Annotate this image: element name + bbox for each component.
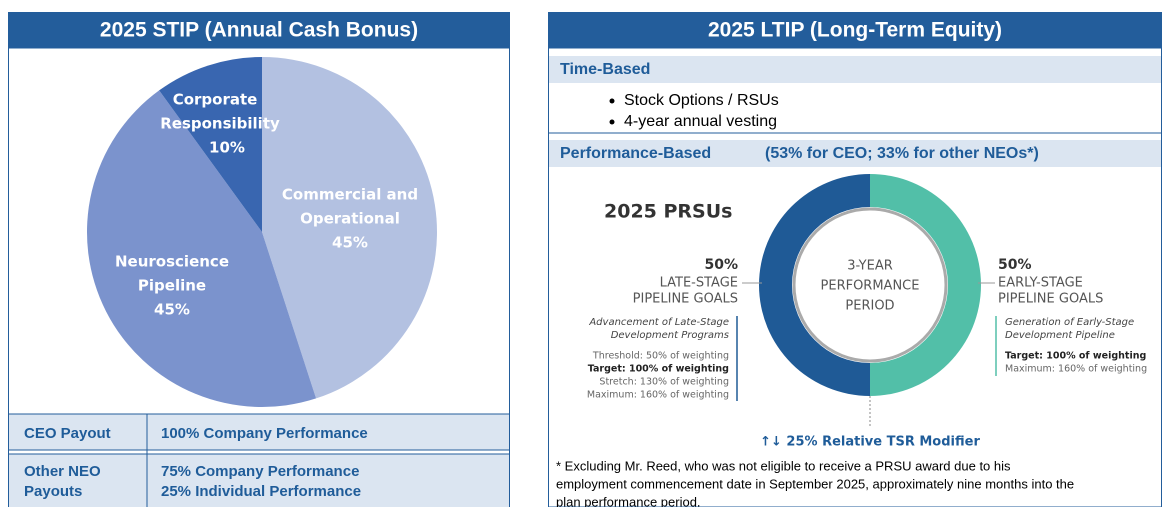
segment-detail: Maximum: 160% of weighting bbox=[587, 390, 729, 401]
footnote: employment commencement date in Septembe… bbox=[556, 476, 1074, 491]
slice-label: Commercial and bbox=[282, 186, 418, 204]
section-heading: Performance-Based bbox=[560, 145, 711, 162]
center-text: PERFORMANCE bbox=[821, 279, 920, 294]
segment-desc: Development Pipeline bbox=[1005, 330, 1115, 341]
segment-detail: Threshold: 50% of weighting bbox=[592, 351, 729, 362]
slice-value: 10% bbox=[209, 139, 245, 157]
footnote: plan performance period. bbox=[556, 494, 701, 507]
donut-center bbox=[792, 207, 948, 363]
section-bar bbox=[549, 56, 1161, 83]
bullet bbox=[609, 98, 615, 104]
bullet-text: 4-year annual vesting bbox=[624, 113, 777, 130]
pie-slice bbox=[262, 57, 437, 399]
segment-desc: Advancement of Late-Stage bbox=[588, 317, 729, 328]
section-note: (53% for CEO; 33% for other NEOs*) bbox=[765, 145, 1039, 162]
pie bbox=[87, 57, 437, 407]
segment-detail: Stretch: 130% of weighting bbox=[599, 377, 729, 388]
section-heading: Time-Based bbox=[560, 61, 650, 78]
segment-desc: Generation of Early-Stage bbox=[1005, 317, 1134, 328]
ltip-title: 2025 LTIP (Long-Term Equity) bbox=[708, 19, 1002, 42]
slice-label: Operational bbox=[300, 210, 400, 228]
ltip-frame bbox=[548, 47, 1162, 507]
donut bbox=[759, 174, 981, 396]
segment-detail: Target: 100% of weighting bbox=[588, 364, 729, 375]
slice-value: 45% bbox=[154, 301, 190, 319]
segment-label: LATE-STAGE bbox=[660, 276, 738, 291]
row-label: CEO Payout bbox=[24, 425, 111, 442]
row-detail: 75% Company Performance bbox=[161, 463, 359, 480]
segment-detail: Maximum: 160% of weighting bbox=[1005, 364, 1147, 375]
row-detail: 100% Company Performance bbox=[161, 425, 368, 442]
stip-title: 2025 STIP (Annual Cash Bonus) bbox=[100, 19, 418, 42]
row-label: Payouts bbox=[24, 483, 82, 500]
donut-segment bbox=[870, 174, 981, 396]
row-label: Other NEO bbox=[24, 463, 101, 480]
segment-desc: Development Programs bbox=[611, 330, 729, 341]
modifier: ↑↓ 25% Relative TSR Modifier bbox=[760, 435, 980, 450]
segment-label: PIPELINE GOALS bbox=[998, 292, 1103, 307]
slice-label: Corporate bbox=[173, 91, 258, 109]
slice-value: 45% bbox=[332, 234, 368, 252]
prsu-title: 2025 PRSUs bbox=[604, 201, 732, 223]
segment-label: EARLY-STAGE bbox=[998, 276, 1083, 291]
slice-label: Responsibility bbox=[160, 115, 280, 133]
footnote: * Excluding Mr. Reed, who was not eligib… bbox=[556, 458, 1011, 473]
segment-value: 50% bbox=[998, 257, 1032, 273]
center-text: PERIOD bbox=[845, 299, 894, 314]
table-row bbox=[8, 413, 510, 451]
stip-frame bbox=[8, 47, 510, 507]
slice-label: Neuroscience bbox=[115, 253, 229, 271]
ltip-header bbox=[548, 12, 1162, 48]
bullet-text: Stock Options / RSUs bbox=[624, 92, 779, 109]
section-bar bbox=[549, 140, 1161, 167]
bullet bbox=[609, 119, 615, 125]
table-row bbox=[8, 453, 510, 507]
row-detail: 25% Individual Performance bbox=[161, 483, 361, 500]
segment-value: 50% bbox=[704, 257, 738, 273]
segment-label: PIPELINE GOALS bbox=[633, 292, 738, 307]
stip-header bbox=[8, 12, 510, 48]
pie-slice bbox=[159, 57, 262, 232]
center-text: 3-YEAR bbox=[847, 259, 893, 274]
slice-label: Pipeline bbox=[138, 277, 206, 295]
donut-segment bbox=[759, 174, 870, 396]
segment-detail: Target: 100% of weighting bbox=[1005, 351, 1146, 362]
pie-slice bbox=[87, 90, 317, 407]
